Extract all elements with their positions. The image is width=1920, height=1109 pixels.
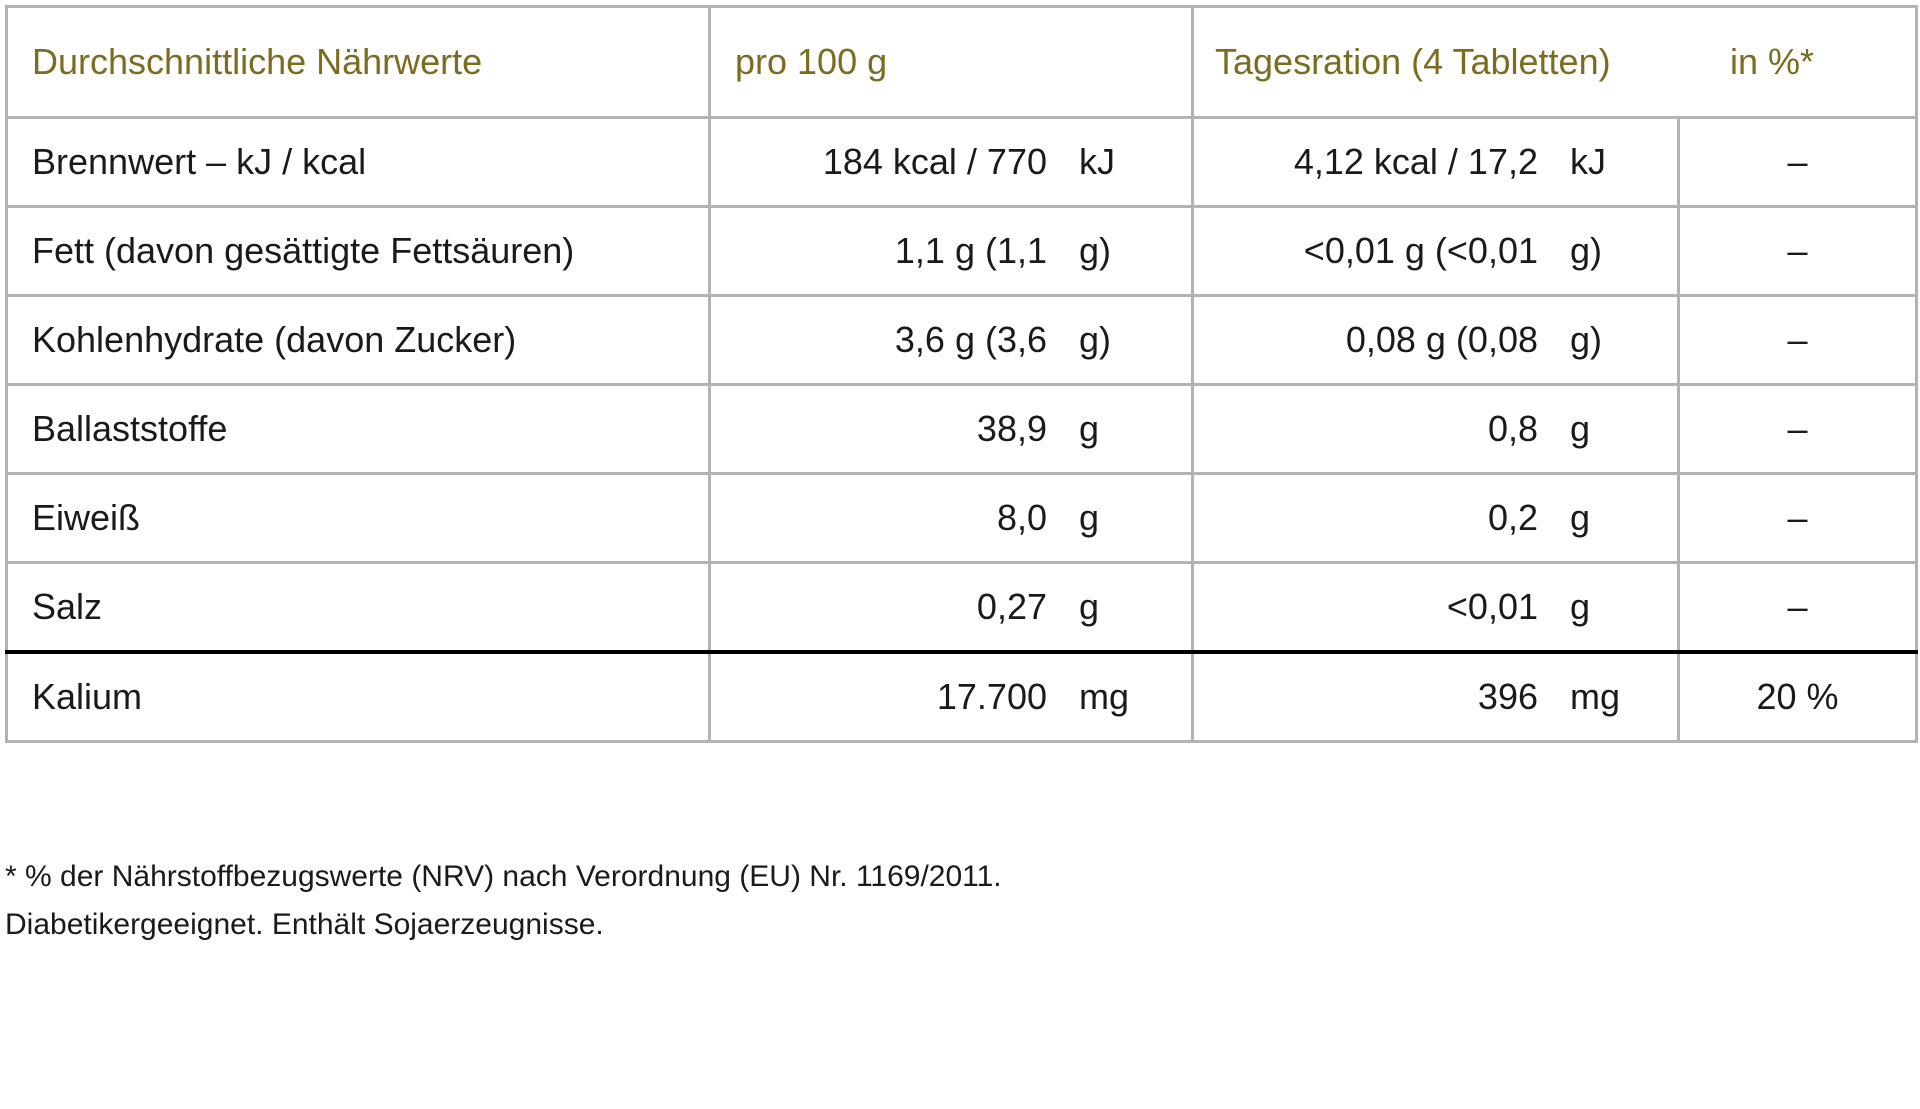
nutrient-label: Ballaststoffe	[5, 383, 711, 475]
per100-value: 1,1 g (1,1	[894, 230, 1047, 271]
footnote-diabetic: Diabetikergeeignet. Enthält Sojaerzeugni…	[5, 908, 604, 941]
per100-cell: 184 kcal / 770 kJ	[708, 116, 1194, 208]
daily-unit: g)	[1570, 230, 1603, 271]
per100-cell: 0,27 g	[708, 561, 1194, 654]
nutrient-label: Salz	[5, 561, 711, 654]
header-daily-ration-label: Tagesration (4 Tabletten)	[1215, 41, 1611, 82]
header-per-100g: pro 100 g	[708, 5, 1194, 119]
daily-value: 0,2	[1487, 497, 1538, 538]
per100-value: 184 kcal / 770	[822, 141, 1047, 182]
table-row-kalium: Kalium 17.700 mg 396 mg 20 %	[5, 650, 1919, 743]
per100-unit: mg	[1079, 676, 1130, 717]
daily-value: <0,01 g (<0,01	[1303, 230, 1538, 271]
per100-unit: g)	[1079, 230, 1112, 271]
daily-unit: mg	[1570, 676, 1621, 717]
percent-cell: –	[1676, 472, 1919, 564]
nutrient-label: Fett (davon gesättigte Fettsäuren)	[5, 205, 711, 297]
daily-unit: kJ	[1570, 141, 1606, 182]
per100-cell: 8,0 g	[708, 472, 1194, 564]
per100-cell: 17.700 mg	[708, 650, 1194, 743]
per100-unit: g	[1079, 497, 1100, 538]
daily-unit: g	[1570, 497, 1591, 538]
per100-cell: 1,1 g (1,1 g)	[708, 205, 1194, 297]
daily-unit: g	[1570, 408, 1591, 449]
daily-value: <0,01	[1446, 586, 1538, 627]
footnote-nrv: * % der Nährstoffbezugswerte (NRV) nach …	[5, 860, 1002, 893]
header-nutrient: Durchschnittliche Nährwerte	[5, 5, 711, 119]
daily-unit: g	[1570, 586, 1591, 627]
daily-unit: g)	[1570, 319, 1603, 360]
per100-value: 38,9	[976, 408, 1047, 449]
nutrient-label: Kohlenhydrate (davon Zucker)	[5, 294, 711, 386]
table-row-fett: Fett (davon gesättigte Fettsäuren) 1,1 g…	[5, 205, 1919, 297]
table-row-brennwert: Brennwert – kJ / kcal 184 kcal / 770 kJ 4…	[5, 116, 1919, 208]
table-row-kohlenhydrate: Kohlenhydrate (davon Zucker) 3,6 g (3,6 g…	[5, 294, 1919, 386]
daily-value: 396	[1477, 676, 1538, 717]
percent-cell: –	[1676, 294, 1919, 386]
daily-cell: 0,8 g	[1191, 383, 1680, 475]
per100-value: 0,27	[976, 586, 1047, 627]
per100-unit: kJ	[1079, 141, 1115, 182]
per100-cell: 38,9 g	[708, 383, 1194, 475]
daily-cell: 0,2 g	[1191, 472, 1680, 564]
percent-cell: –	[1676, 116, 1919, 208]
percent-cell: –	[1676, 561, 1919, 654]
header-percent: in %*	[1730, 41, 1815, 82]
table-row-salz: Salz 0,27 g <0,01 g –	[5, 561, 1919, 654]
per100-unit: g)	[1079, 319, 1112, 360]
nutrient-label: Kalium	[5, 650, 711, 743]
per100-cell: 3,6 g (3,6 g)	[708, 294, 1194, 386]
daily-cell: <0,01 g	[1191, 561, 1680, 654]
percent-cell: –	[1676, 205, 1919, 297]
nutrient-label: Brennwert – kJ / kcal	[5, 116, 711, 208]
header-daily-ration: Tagesration (4 Tabletten) in %*	[1190, 5, 1919, 119]
nutrient-label: Eiweiß	[5, 472, 711, 564]
daily-cell: 396 mg	[1191, 650, 1680, 743]
daily-value: 0,08 g (0,08	[1345, 319, 1538, 360]
daily-value: 0,8	[1487, 408, 1538, 449]
table-header-row: Durchschnittliche Nährwerte pro 100 g Ta…	[5, 5, 1919, 119]
table-row-eiweiss: Eiweiß 8,0 g 0,2 g –	[5, 472, 1919, 564]
nutrition-table: Durchschnittliche Nährwerte pro 100 g Ta…	[5, 5, 1919, 743]
per100-unit: g	[1079, 586, 1100, 627]
per100-value: 3,6 g (3,6	[894, 319, 1047, 360]
per100-value: 8,0	[996, 497, 1047, 538]
daily-cell: 0,08 g (0,08 g)	[1191, 294, 1680, 386]
daily-cell: 4,12 kcal / 17,2 kJ	[1191, 116, 1680, 208]
per100-value: 17.700	[936, 676, 1047, 717]
table-row-ballaststoffe: Ballaststoffe 38,9 g 0,8 g –	[5, 383, 1919, 475]
daily-value: 4,12 kcal / 17,2	[1293, 141, 1538, 182]
percent-cell: –	[1676, 383, 1919, 475]
daily-cell: <0,01 g (<0,01 g)	[1191, 205, 1680, 297]
percent-cell: 20 %	[1676, 650, 1919, 743]
per100-unit: g	[1079, 408, 1100, 449]
